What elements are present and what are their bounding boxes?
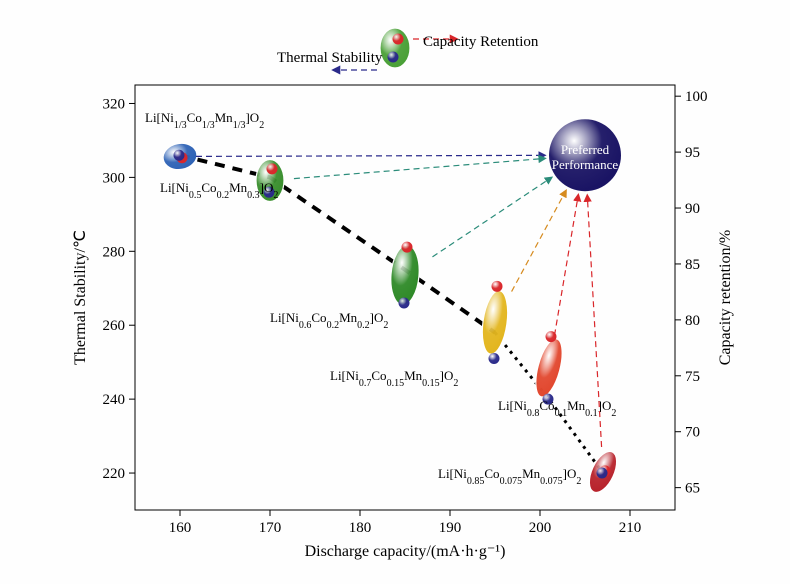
- legend-thermal-label: Thermal Stability: [277, 50, 383, 66]
- svg-text:190: 190: [439, 520, 462, 536]
- svg-text:Thermal Stability/℃: Thermal Stability/℃: [72, 230, 89, 365]
- legend-retention-dot: [393, 34, 404, 45]
- arrow-to-preferred: [555, 195, 579, 336]
- svg-text:Discharge capacity/(mA·h·g⁻¹): Discharge capacity/(mA·h·g⁻¹): [305, 543, 506, 560]
- svg-text:170: 170: [259, 520, 282, 536]
- composition-label: Li[Ni0.5Co0.2Mn0.3]O2: [160, 180, 278, 201]
- svg-text:160: 160: [169, 520, 192, 536]
- svg-text:75: 75: [685, 369, 700, 385]
- svg-text:80: 80: [685, 313, 700, 329]
- retention-point: [492, 281, 503, 292]
- legend-thermal-dot: [388, 52, 399, 63]
- thermal-point: [597, 468, 608, 479]
- retention-point: [402, 242, 413, 253]
- svg-text:280: 280: [103, 244, 126, 260]
- chart-svg: 160 170 180 190 200 210 Discharge capacity/(mA…: [0, 0, 790, 584]
- svg-text:Preferred: Preferred: [561, 142, 610, 157]
- thermal-point: [489, 353, 500, 364]
- svg-text:180: 180: [349, 520, 372, 536]
- composition-label: Li[Ni0.8Co0.1Mn0.1]O2: [498, 398, 616, 419]
- legend-capacity-label: Capacity Retention: [423, 34, 539, 50]
- arrow-to-preferred: [294, 158, 545, 178]
- svg-text:240: 240: [103, 392, 126, 408]
- arrow-to-preferred: [512, 190, 566, 291]
- svg-text:90: 90: [685, 201, 700, 217]
- composition-label: Li[Ni0.85Co0.075Mn0.075]O2: [438, 466, 581, 487]
- retention-point: [267, 163, 278, 174]
- svg-text:200: 200: [529, 520, 552, 536]
- composition-ellipse: [388, 244, 421, 306]
- svg-text:Performance: Performance: [552, 157, 619, 172]
- composition-label: Li[Ni1/3Co1/3Mn1/3]O2: [145, 110, 264, 131]
- svg-text:100: 100: [685, 89, 708, 105]
- composition-ellipse: [531, 336, 568, 400]
- svg-text:95: 95: [685, 145, 700, 161]
- svg-text:320: 320: [103, 96, 126, 112]
- svg-text:85: 85: [685, 257, 700, 273]
- svg-text:65: 65: [685, 481, 700, 497]
- arrow-to-preferred: [196, 155, 545, 156]
- chart-root: 160 170 180 190 200 210 Discharge capacity/(mA…: [0, 0, 790, 584]
- svg-text:260: 260: [103, 318, 126, 334]
- thermal-point: [399, 298, 410, 309]
- composition-label: Li[Ni0.6Co0.2Mn0.2]O2: [270, 310, 388, 331]
- thermal-point: [174, 150, 185, 161]
- composition-label: Li[Ni0.7Co0.15Mn0.15]O2: [330, 368, 458, 389]
- trend-dash: [180, 155, 495, 332]
- arrow-to-preferred: [432, 177, 551, 256]
- svg-text:300: 300: [103, 170, 126, 186]
- svg-text:210: 210: [619, 520, 642, 536]
- svg-text:70: 70: [685, 425, 700, 441]
- svg-text:Capacity retention/%: Capacity retention/%: [717, 230, 734, 366]
- svg-text:220: 220: [103, 466, 126, 482]
